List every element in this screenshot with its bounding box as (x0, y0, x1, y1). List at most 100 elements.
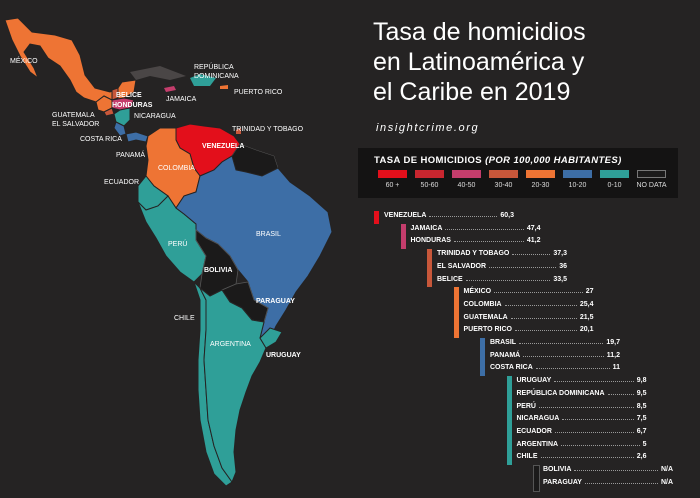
country-panama[interactable] (125, 131, 149, 143)
legend-label: NO DATA (636, 182, 667, 189)
title-line-2: en Latinoamérica y (373, 48, 585, 76)
ranking-country: COLOMBIA (463, 300, 502, 308)
country-uruguay[interactable] (259, 327, 283, 349)
label-brasil: BRASIL (256, 231, 281, 238)
country-haiti-dr[interactable] (190, 74, 216, 86)
country-puerto-rico[interactable] (220, 85, 228, 89)
ranking-country: BRASIL (490, 339, 517, 346)
ranking-leader-dots (562, 419, 634, 421)
ranking-value: 21,5 (579, 313, 594, 321)
ranking-row: GUATEMALA 21,5 (464, 314, 594, 321)
ranking-leader-dots (584, 482, 658, 484)
label-trinidad: TRINIDAD Y TOBAGO (232, 126, 304, 133)
legend-label: 20-30 (531, 182, 550, 189)
ranking-leader-dots (494, 292, 583, 294)
ranking-row: PANAMÁ 11,2 (490, 352, 620, 359)
legend-title: TASA DE HOMICIDIOS (POR 100,000 HABITANT… (374, 155, 622, 166)
ranking-country: BELICE (437, 275, 463, 283)
ranking-row: EL SALVADOR 36 (437, 263, 567, 270)
ranking-row: REPÚBLICA DOMINICANA 9,5 (517, 390, 647, 397)
ranking-value: 5 (642, 440, 647, 448)
ranking-value: 9,8 (636, 377, 647, 385)
ranking-value: 11 (612, 364, 620, 372)
rank-group-bar (506, 376, 512, 465)
ranking-row: HONDURAS 41,2 (411, 237, 541, 244)
ranking-country: PUERTO RICO (463, 326, 513, 334)
ranking-value: 41,2 (526, 237, 541, 245)
title-line-1: Tasa de homicidios (373, 18, 586, 46)
legend-title-units: (POR 100,000 HABITANTES) (485, 155, 622, 166)
ranking-value: 8,5 (636, 402, 647, 410)
ranking-country: COSTA RICA (490, 364, 533, 372)
ranking-value: 20,1 (579, 326, 594, 334)
label-belice: BELICE (116, 92, 142, 99)
ranking-value: N/A (660, 478, 673, 486)
ranking-country: JAMAICA (410, 224, 443, 232)
ranking-row: COLOMBIA 25,4 (464, 301, 594, 308)
ranking-country: PANAMÁ (490, 351, 521, 359)
label-rep-dom-1: REPÚBLICA (194, 62, 234, 71)
legend-swatch (637, 170, 666, 178)
ranking-leader-dots (515, 330, 577, 332)
label-argentina: ARGENTINA (210, 341, 251, 348)
ranking-row: ARGENTINA 5 (517, 441, 647, 448)
ranking-row: BRASIL 19,7 (490, 339, 620, 346)
label-chile: CHILE (174, 315, 195, 322)
ranking-country: PARAGUAY (543, 478, 582, 486)
ranking-country: PERÚ (516, 402, 536, 410)
rank-group-bar (453, 287, 459, 338)
ranking-value: 36 (559, 262, 567, 270)
legend-label: 30-40 (494, 182, 513, 189)
label-colombia: COLOMBIA (158, 165, 195, 172)
label-uruguay: URUGUAY (266, 352, 301, 359)
ranking-value: 7,5 (636, 415, 647, 423)
label-panama: PANAMÁ (116, 150, 145, 159)
country-jamaica[interactable] (164, 86, 176, 92)
ranking-value: 60,3 (500, 212, 514, 219)
label-nicaragua: NICARAGUA (134, 113, 176, 120)
legend-label: 60 + (385, 182, 400, 189)
ranking-leader-dots (510, 317, 577, 319)
country-argentina[interactable] (199, 287, 267, 484)
country-trinidad[interactable] (236, 128, 241, 134)
legend-swatch (489, 170, 518, 178)
ranking-leader-dots (512, 254, 551, 256)
ranking-leader-dots (540, 457, 634, 459)
label-bolivia: BOLIVIA (204, 267, 232, 274)
label-guatemala: GUATEMALA (52, 112, 95, 119)
ranking-value: 25,4 (579, 300, 594, 308)
ranking-row: VENEZUELA 60,3 (384, 212, 514, 219)
ranking-country: GUATEMALA (463, 313, 508, 321)
ranking-country: ARGENTINA (516, 440, 559, 448)
legend-swatch (526, 170, 555, 178)
ranking-country: BOLIVIA (543, 466, 572, 473)
source-credit[interactable]: insightcrime.org (376, 122, 480, 134)
ranking-leader-dots (429, 216, 498, 217)
ranking-leader-dots (523, 355, 604, 357)
ranking-country: TRINIDAD Y TOBAGO (437, 250, 510, 258)
ranking-leader-dots (465, 279, 551, 281)
ranking-leader-dots (574, 470, 658, 471)
legend-swatch (415, 170, 444, 178)
ranking-country: HONDURAS (410, 237, 451, 245)
ranking-row: PERÚ 8,5 (517, 403, 647, 410)
label-honduras: HONDURAS (112, 102, 153, 109)
ranking-leader-dots (554, 431, 634, 433)
legend-swatch (452, 170, 481, 178)
ranking-leader-dots (538, 406, 634, 408)
legend-label: 10-20 (568, 182, 587, 189)
legend-label: 40-50 (457, 182, 476, 189)
ranking-row: CHILE 2,6 (517, 453, 647, 460)
ranking-value: 19,7 (606, 339, 620, 346)
country-belice[interactable] (111, 87, 119, 101)
ranking-leader-dots (561, 444, 640, 446)
ranking-country: MÉXICO (463, 288, 492, 296)
rank-group-bar (427, 249, 432, 288)
ranking-row: BOLIVIA N/A (543, 466, 673, 473)
label-costa-rica: COSTA RICA (80, 136, 122, 143)
ranking-value: 27 (585, 288, 594, 296)
label-el-salvador: EL SALVADOR (52, 121, 99, 128)
ranking-country: CHILE (516, 453, 538, 461)
country-costa-rica[interactable] (113, 121, 127, 137)
legend-title-main: TASA DE HOMICIDIOS (374, 155, 486, 166)
